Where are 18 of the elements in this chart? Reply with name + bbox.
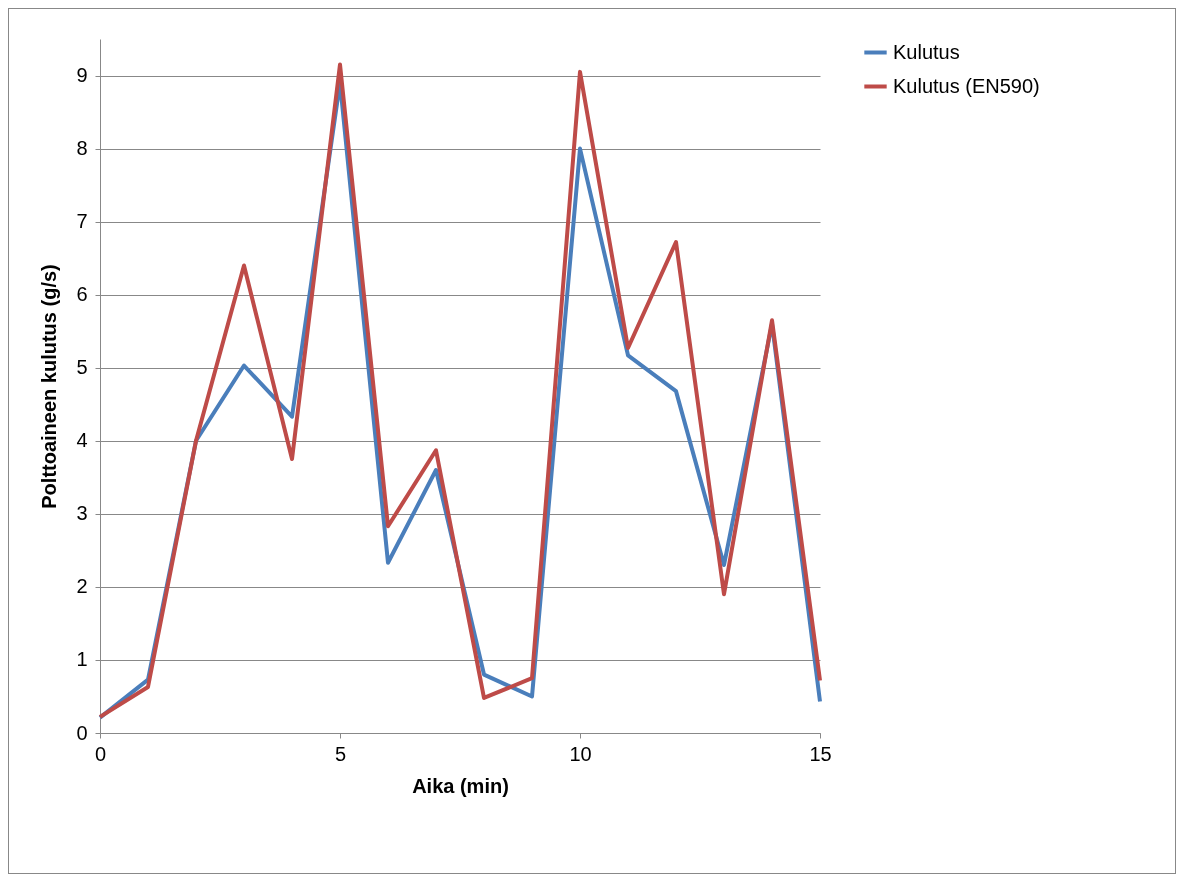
x-tick-label: 0: [94, 742, 107, 765]
x-tick-label: 10: [569, 742, 592, 765]
y-tick-label: 2: [76, 575, 88, 598]
y-tick-label: 7: [76, 210, 88, 233]
y-tick-label: 0: [76, 721, 88, 744]
y-tick-label: 3: [76, 502, 88, 525]
y-axis-title: Polttoaineen kulutus (g/s): [38, 264, 61, 509]
legend-label: Kulutus (EN590): [893, 74, 1040, 97]
y-tick-label: 6: [76, 283, 88, 306]
y-tick-label: 4: [76, 429, 88, 452]
y-tick-label: 1: [76, 648, 88, 671]
x-tick-label: 15: [809, 742, 832, 765]
y-tick-label: 5: [76, 356, 88, 379]
y-tick-label: 8: [76, 137, 88, 160]
x-axis-title: Aika (min): [412, 774, 509, 797]
legend-label: Kulutus: [893, 40, 960, 63]
y-tick-label: 9: [76, 64, 88, 87]
x-tick-label: 5: [334, 742, 347, 765]
